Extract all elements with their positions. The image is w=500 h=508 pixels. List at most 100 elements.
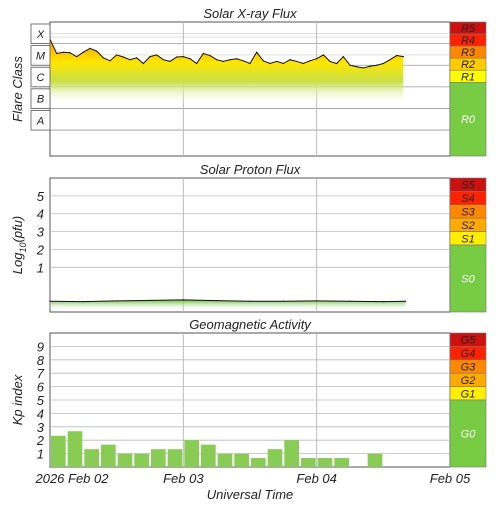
kp-y-tick-label: 7	[37, 366, 45, 381]
xray-flux-point	[356, 66, 358, 68]
xray-flux-point	[242, 60, 244, 62]
xray-flux-point	[336, 62, 338, 65]
kp-bar	[317, 458, 333, 467]
proton-flux-point	[282, 300, 284, 302]
kp-y-tick-label: 3	[37, 420, 45, 435]
xray-flux-point	[276, 60, 278, 63]
proton-flux-point	[182, 299, 184, 301]
proton-ylabel-unit: (pfu)	[10, 216, 25, 243]
x-axis-ticks: 2026 Feb 02 Feb 03 Feb 04 Feb 05	[34, 471, 471, 486]
proton-title: Solar Proton Flux	[200, 162, 301, 177]
proton-flux-point	[349, 300, 351, 302]
xray-flux-point	[382, 62, 384, 65]
xray-flux-point	[202, 52, 204, 55]
flare-class-label: C	[37, 72, 45, 84]
kp-y-tick-label: 2	[36, 433, 45, 448]
kp-bar	[201, 444, 216, 467]
proton-grid	[50, 178, 450, 312]
scale-label: R4	[461, 35, 475, 47]
xray-flux-point	[329, 60, 331, 63]
xray-flux-point	[389, 59, 391, 61]
xray-flux-point	[89, 47, 91, 50]
xray-flux-point	[122, 56, 124, 58]
kp-title: Geomagnetic Activity	[189, 317, 312, 332]
proton-plot-area	[49, 177, 451, 313]
scale-label: S4	[461, 193, 474, 205]
proton-flux-point	[249, 300, 251, 302]
proton-ylabel-sub: 10	[18, 243, 28, 253]
xray-flux-point	[102, 57, 104, 59]
xray-flux-point	[62, 51, 64, 53]
kp-bar	[67, 431, 83, 467]
scale-label: G2	[461, 375, 476, 387]
xray-flux-point	[309, 60, 311, 62]
kp-bar	[234, 453, 249, 467]
proton-y-tick-label: 4	[37, 207, 44, 222]
xray-flux-point	[129, 59, 131, 61]
xray-flux-line	[49, 38, 404, 69]
kp-bar	[367, 453, 383, 467]
scale-label: G1	[461, 388, 476, 400]
xray-flux-point	[56, 52, 58, 55]
kp-bar	[117, 453, 133, 467]
xray-flux-point	[76, 56, 78, 58]
xray-flux-point	[162, 59, 164, 61]
proton-flux-point	[382, 301, 384, 303]
kp-y-tick-label: 6	[37, 380, 45, 395]
xray-flux-area	[50, 39, 404, 105]
flare-class-box	[30, 45, 51, 66]
xray-flux-point	[149, 56, 151, 58]
xray-flux-point	[222, 60, 224, 63]
xray-flux-point	[289, 59, 291, 61]
kp-y-tick-label: 9	[37, 339, 44, 354]
xray-flux-point	[256, 51, 258, 53]
scale-label: R3	[461, 47, 476, 59]
flare-class-box	[30, 23, 51, 45]
kp-bar	[301, 458, 316, 467]
kp-y-tick-label: 4	[37, 406, 44, 421]
xray-flux-point	[156, 54, 158, 56]
xray-flux-point	[209, 54, 211, 57]
xray-flux-point	[229, 59, 231, 61]
flare-class-box	[30, 88, 51, 109]
proton-flux-point	[216, 299, 218, 302]
xray-flux-point	[176, 56, 178, 58]
x-tick-label: Feb 05	[430, 471, 471, 486]
kp-ylabel: Kp index	[10, 374, 25, 425]
kp-bar	[284, 440, 299, 467]
kp-bar	[101, 444, 116, 467]
xray-flux-point	[262, 60, 264, 62]
xray-flux-point	[109, 60, 111, 62]
xray-flux-point	[376, 64, 378, 66]
scale-label: R2	[461, 59, 475, 71]
xray-flux-point	[369, 65, 371, 67]
scale-cell	[449, 82, 487, 157]
kp-y-tick-label: 8	[37, 353, 45, 368]
scale-label: S2	[461, 220, 474, 232]
xray-flux-point	[96, 50, 98, 52]
xray-flux-point	[169, 60, 171, 63]
proton-ylabel: Log10(pfu)	[10, 216, 28, 274]
flare-class-label: A	[36, 115, 44, 127]
kp-bar	[184, 440, 199, 467]
flare-class-label: B	[37, 94, 44, 106]
xray-flux-point	[182, 56, 184, 58]
xray-series	[49, 38, 404, 105]
proton-flux-point	[404, 300, 407, 302]
kp-bar	[51, 435, 66, 467]
proton-flux-point	[316, 300, 318, 302]
flare-class-box	[30, 110, 51, 131]
scale-label: G3	[461, 362, 477, 374]
kp-y-tick-label: 1	[37, 447, 44, 462]
xray-flux-point	[362, 67, 364, 69]
xray-flux-point	[69, 52, 71, 54]
xray-flux-point	[116, 54, 118, 56]
scale-label: G4	[461, 348, 476, 360]
